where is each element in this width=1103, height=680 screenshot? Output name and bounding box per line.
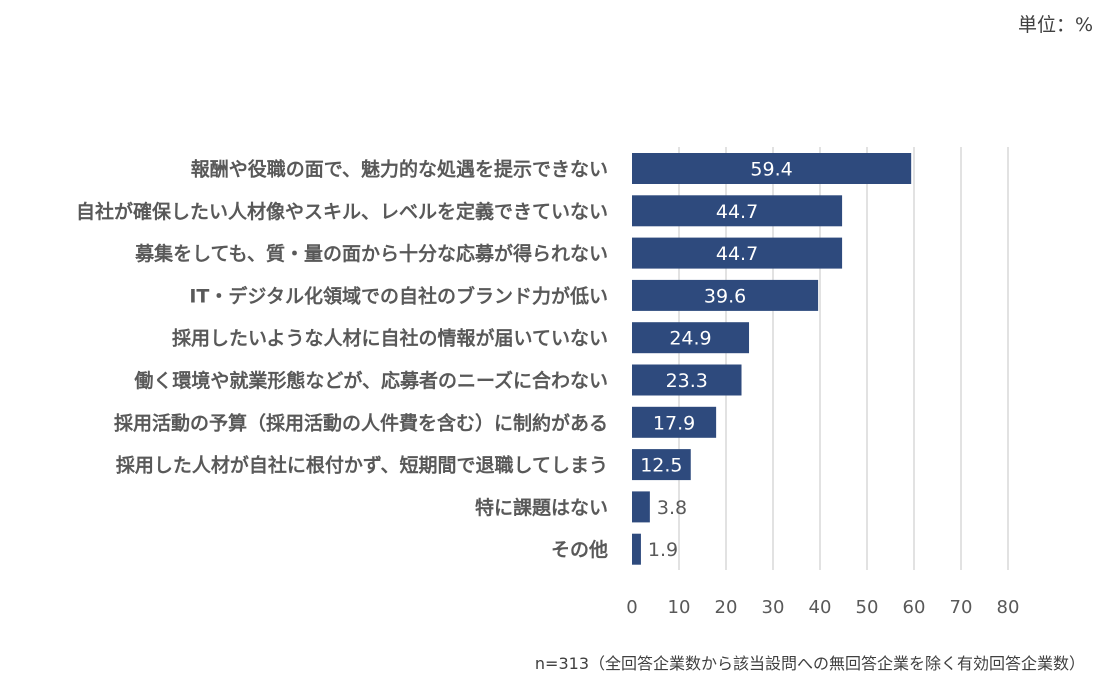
data-label: 17.9 xyxy=(653,412,695,434)
x-tick-label: 30 xyxy=(762,597,785,618)
category-label: IT・デジタル化領域での自社のブランド力が低い xyxy=(189,284,608,307)
x-tick-label: 0 xyxy=(626,597,637,618)
x-tick-label: 40 xyxy=(809,597,832,618)
category-label: 働く環境や就業形態などが、応募者のニーズに合わない xyxy=(133,369,608,392)
data-label: 24.9 xyxy=(669,328,711,350)
category-label: 採用した人材が自社に根付かず、短期間で退職してしまう xyxy=(116,454,608,477)
x-tick-label: 60 xyxy=(903,597,926,618)
data-label: 12.5 xyxy=(640,455,682,477)
category-label: その他 xyxy=(551,538,608,561)
data-label: 23.3 xyxy=(666,370,708,392)
bar xyxy=(632,153,912,184)
bar xyxy=(632,237,843,269)
x-tick-label: 10 xyxy=(668,597,691,618)
data-label: 1.9 xyxy=(648,539,678,561)
bar xyxy=(632,322,750,354)
category-label: 採用活動の予算（採用活動の人件費を含む）に制約がある xyxy=(114,411,608,434)
x-tick-label: 50 xyxy=(856,597,879,618)
unit-label: 単位：% xyxy=(1017,14,1093,36)
bar xyxy=(632,449,691,481)
x-tick-label: 70 xyxy=(950,597,973,618)
data-label: 3.8 xyxy=(657,497,687,519)
data-label: 39.6 xyxy=(704,285,746,307)
x-tick-label: 20 xyxy=(715,597,738,618)
category-label: 自社が確保したい人材像やスキル、レベルを定義できていない xyxy=(76,200,608,223)
category-label: 特に課題はない xyxy=(475,496,608,519)
data-label: 44.7 xyxy=(716,201,758,223)
bar xyxy=(632,364,742,396)
data-label: 44.7 xyxy=(716,243,758,265)
bar xyxy=(632,491,650,523)
category-label: 募集をしても、質・量の面から十分な応募が得られない xyxy=(134,242,608,265)
data-label: 59.4 xyxy=(750,159,792,181)
bar xyxy=(632,279,819,311)
x-tick-label: 80 xyxy=(997,597,1020,618)
bar xyxy=(632,195,843,227)
category-label: 報酬や役職の面で、魅力的な処遇を提示できない xyxy=(191,158,608,181)
category-label: 採用したいような人材に自社の情報が届いていない xyxy=(172,327,608,350)
bar xyxy=(632,533,641,565)
bar xyxy=(632,406,717,438)
footnote: n=313（全回答企業数から該当設問への無回答企業を除く有効回答企業数） xyxy=(534,654,1085,673)
